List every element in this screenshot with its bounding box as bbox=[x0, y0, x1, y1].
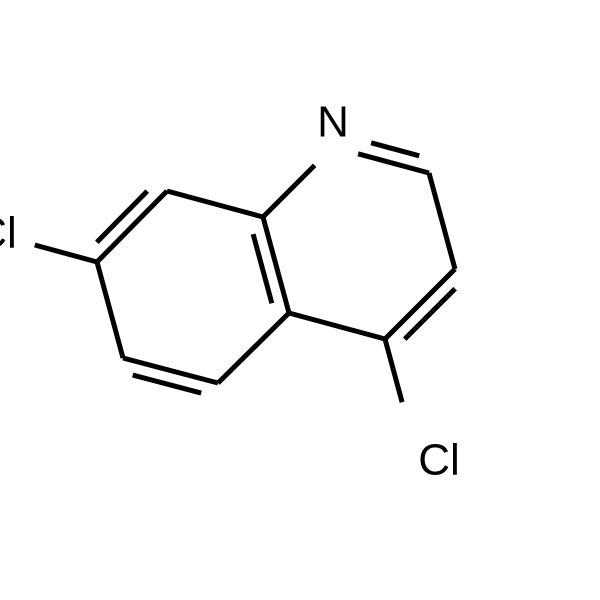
bond bbox=[371, 143, 419, 156]
bond bbox=[289, 313, 385, 339]
bond bbox=[97, 191, 167, 262]
bond bbox=[263, 165, 315, 217]
bond bbox=[385, 269, 455, 339]
bonds-layer bbox=[35, 143, 455, 402]
bond bbox=[385, 339, 402, 402]
bond bbox=[167, 191, 263, 217]
atoms-layer: N Cl Cl bbox=[0, 98, 460, 485]
molecule-diagram: N Cl Cl bbox=[0, 0, 600, 600]
atom-label-cl7: Cl bbox=[0, 209, 17, 258]
bond bbox=[218, 313, 289, 383]
atom-label-cl4: Cl bbox=[418, 436, 460, 485]
bond bbox=[429, 173, 455, 269]
bond bbox=[35, 245, 97, 262]
bond bbox=[97, 262, 123, 358]
bond bbox=[263, 217, 289, 313]
atom-label-n1: N bbox=[317, 98, 349, 147]
bond bbox=[123, 358, 218, 383]
